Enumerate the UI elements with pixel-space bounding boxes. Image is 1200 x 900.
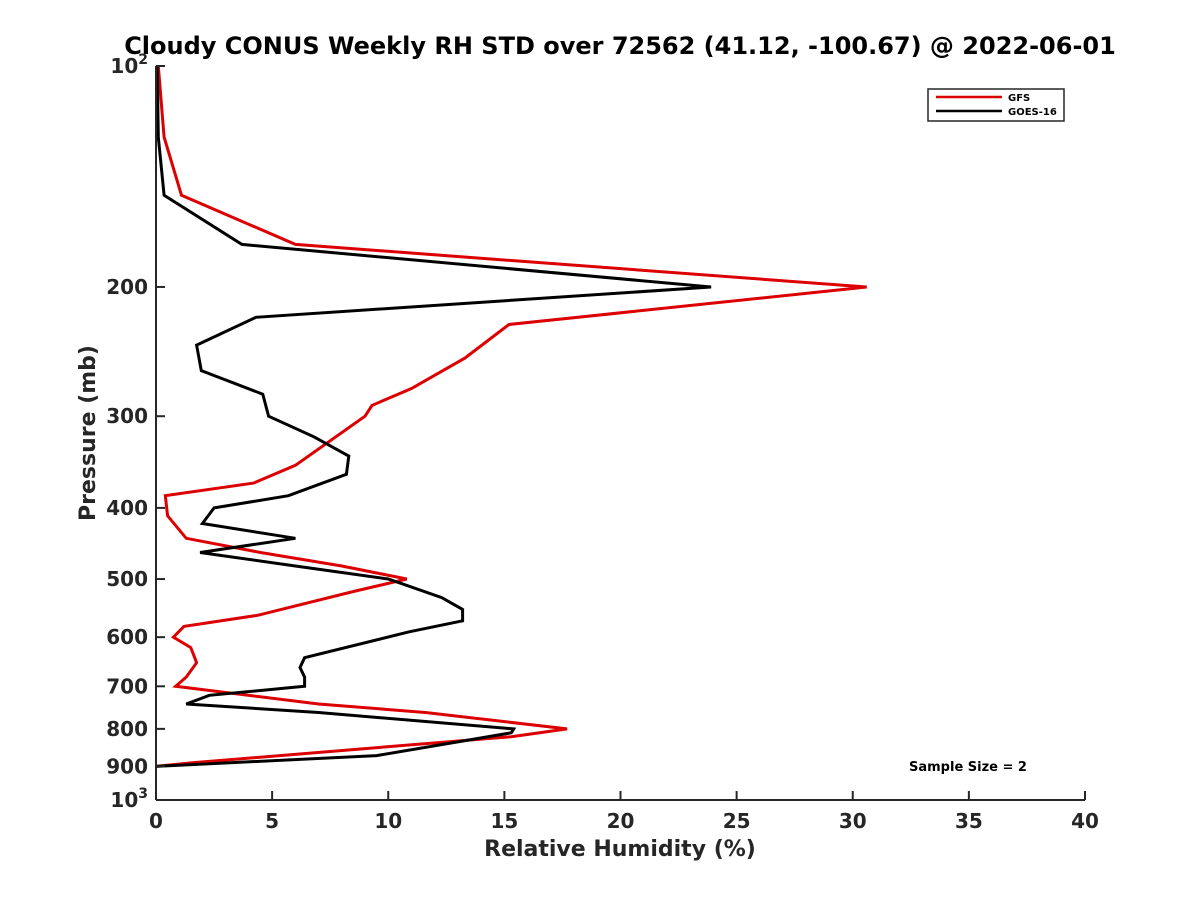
x-tick-label: 35 [955, 809, 983, 833]
legend-label-gfs: GFS [1008, 93, 1030, 104]
x-tick-label: 25 [723, 809, 751, 833]
y-tick-label: 800 [106, 717, 148, 741]
x-tick-label: 5 [265, 809, 279, 833]
series-line-gfs [155, 65, 867, 768]
x-tick-label: 30 [839, 809, 867, 833]
legend-box [927, 88, 1065, 122]
x-axis-label: Relative Humidity (%) [484, 837, 756, 862]
x-ticks: 0 5 10 15 20 25 30 35 40 [149, 791, 1099, 833]
x-tick-label: 20 [607, 809, 635, 833]
legend-label-goes16: GOES-16 [1008, 107, 1057, 118]
y-tick-label: 500 [106, 567, 148, 591]
y-axis-label: Pressure (mb) [76, 345, 101, 521]
y-tick-label: 600 [106, 625, 148, 649]
y-tick-label: 103 [110, 786, 148, 812]
x-tick-label: 10 [374, 809, 402, 833]
y-tick-label: 200 [106, 275, 148, 299]
x-tick-label: 40 [1071, 809, 1099, 833]
y-tick-label: 700 [106, 674, 148, 698]
series-line-goes16 [155, 65, 712, 768]
y-tick-label: 900 [106, 754, 148, 778]
x-tick-label: 15 [490, 809, 518, 833]
y-tick-label: 300 [106, 404, 148, 428]
plot-lines [155, 65, 867, 768]
sample-size-annotation: Sample Size = 2 [909, 760, 1027, 775]
y-tick-label: 102 [110, 52, 148, 78]
y-tick-label: 400 [106, 496, 148, 520]
x-tick-label: 0 [149, 809, 163, 833]
y-ticks: 102 200 300 400 500 600 700 800 900 103 [106, 52, 165, 812]
legend: GFS GOES-16 [927, 88, 1065, 122]
chart-title: Cloudy CONUS Weekly RH STD over 72562 (4… [124, 32, 1116, 60]
